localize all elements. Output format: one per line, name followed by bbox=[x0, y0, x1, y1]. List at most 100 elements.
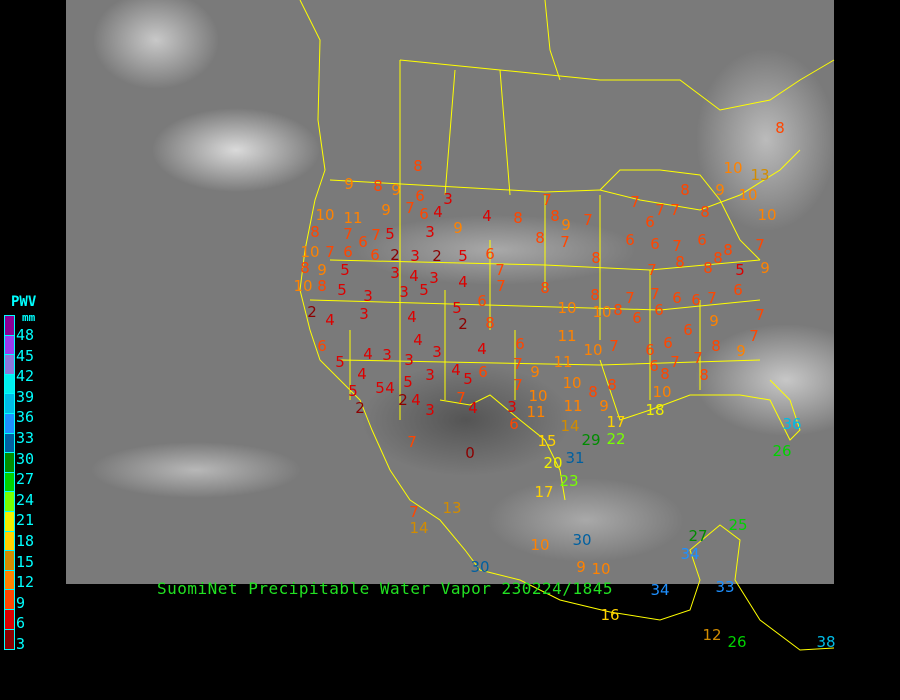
station-pwv-value: 5 bbox=[735, 261, 745, 279]
legend-swatch bbox=[5, 629, 14, 650]
legend-swatch bbox=[5, 492, 14, 512]
legend-label: 6 bbox=[16, 614, 26, 633]
station-pwv-value: 7 bbox=[672, 237, 682, 255]
station-pwv-value: 10 bbox=[293, 277, 312, 295]
legend-swatch bbox=[5, 413, 14, 434]
station-pwv-value: 20 bbox=[543, 454, 562, 472]
station-pwv-value: 9 bbox=[736, 342, 746, 360]
station-pwv-value: 7 bbox=[513, 376, 523, 394]
station-pwv-value: 7 bbox=[407, 433, 417, 451]
station-pwv-value: 7 bbox=[456, 389, 466, 407]
station-pwv-value: 3 bbox=[363, 287, 373, 305]
station-pwv-value: 8 bbox=[590, 286, 600, 304]
station-pwv-value: 31 bbox=[565, 449, 584, 467]
station-pwv-value: 11 bbox=[563, 397, 582, 415]
station-pwv-value: 8 bbox=[775, 119, 785, 137]
station-pwv-value: 2 bbox=[390, 246, 400, 264]
station-pwv-value: 22 bbox=[606, 430, 625, 448]
station-pwv-value: 6 bbox=[683, 321, 693, 339]
station-pwv-value: 8 bbox=[613, 301, 623, 319]
station-pwv-value: 8 bbox=[540, 279, 550, 297]
station-pwv-value: 7 bbox=[630, 193, 640, 211]
station-pwv-value: 8 bbox=[550, 207, 560, 225]
station-pwv-value: 8 bbox=[675, 253, 685, 271]
station-pwv-value: 3 bbox=[425, 366, 435, 384]
station-pwv-value: 7 bbox=[647, 261, 657, 279]
station-pwv-value: 2 bbox=[398, 391, 408, 409]
station-pwv-value: 18 bbox=[645, 401, 664, 419]
station-pwv-value: 34 bbox=[680, 545, 699, 563]
station-pwv-value: 8 bbox=[317, 277, 327, 295]
legend-swatch bbox=[5, 590, 14, 610]
legend-label: 45 bbox=[16, 346, 35, 365]
legend-label: 33 bbox=[16, 429, 35, 447]
station-pwv-value: 29 bbox=[581, 431, 600, 449]
station-pwv-value: 9 bbox=[760, 259, 770, 277]
legend-label: 9 bbox=[16, 593, 26, 612]
station-pwv-value: 3 bbox=[429, 269, 439, 287]
station-pwv-value: 10 bbox=[591, 560, 610, 578]
station-pwv-value: 7 bbox=[371, 226, 381, 244]
legend-label: 39 bbox=[16, 387, 35, 406]
map-title: SuomiNet Precipitable Water Vapor 230224… bbox=[157, 579, 613, 598]
station-pwv-value: 8 bbox=[591, 249, 601, 267]
station-pwv-value: 8 bbox=[310, 223, 320, 241]
station-pwv-value: 7 bbox=[655, 201, 665, 219]
station-pwv-value: 7 bbox=[755, 306, 765, 324]
station-pwv-value: 8 bbox=[660, 365, 670, 383]
legend-swatch bbox=[5, 551, 14, 571]
legend-swatch bbox=[5, 433, 14, 454]
station-pwv-value: 9 bbox=[599, 397, 609, 415]
boundary-line bbox=[299, 0, 835, 651]
station-pwv-value: 6 bbox=[697, 231, 707, 249]
station-pwv-value: 7 bbox=[343, 225, 353, 243]
station-pwv-value: 8 bbox=[711, 337, 721, 355]
station-pwv-value: 8 bbox=[513, 209, 523, 227]
station-pwv-value: 9 bbox=[381, 201, 391, 219]
station-pwv-value: 6 bbox=[415, 187, 425, 205]
satellite-image bbox=[66, 0, 834, 584]
legend-label: 30 bbox=[16, 449, 35, 468]
station-pwv-value: 7 bbox=[693, 349, 703, 367]
legend-label: 21 bbox=[16, 511, 35, 530]
legend-label: 15 bbox=[16, 552, 35, 571]
legend-label: 27 bbox=[16, 470, 35, 489]
station-pwv-value: 25 bbox=[728, 516, 747, 534]
legend-label: 3 bbox=[16, 635, 26, 653]
legend-label: 24 bbox=[16, 490, 35, 509]
legend-label: 36 bbox=[16, 408, 35, 427]
boundary-line bbox=[399, 60, 601, 340]
station-pwv-value: 13 bbox=[750, 166, 769, 184]
station-pwv-value: 4 bbox=[433, 203, 443, 221]
station-pwv-value: 7 bbox=[749, 327, 759, 345]
legend-swatch bbox=[5, 394, 14, 414]
station-pwv-value: 5 bbox=[385, 225, 395, 243]
station-pwv-value: 4 bbox=[407, 308, 417, 326]
station-pwv-value: 3 bbox=[359, 305, 369, 323]
station-pwv-value: 14 bbox=[409, 519, 428, 537]
station-pwv-value: 8 bbox=[700, 203, 710, 221]
station-pwv-value: 7 bbox=[496, 277, 506, 295]
legend-unit: mm bbox=[22, 311, 36, 324]
station-pwv-value: 6 bbox=[485, 245, 495, 263]
station-pwv-value: 3 bbox=[425, 401, 435, 419]
station-pwv-value: 2 bbox=[355, 399, 365, 417]
station-pwv-value: 7 bbox=[542, 191, 552, 209]
station-pwv-value: 10 bbox=[652, 383, 671, 401]
station-pwv-value: 5 bbox=[340, 261, 350, 279]
station-pwv-value: 6 bbox=[478, 363, 488, 381]
station-pwv-value: 3 bbox=[443, 190, 453, 208]
station-pwv-value: 6 bbox=[317, 337, 327, 355]
station-pwv-value: 6 bbox=[672, 289, 682, 307]
boundary-line bbox=[399, 59, 835, 111]
station-pwv-value: 6 bbox=[650, 235, 660, 253]
legend-swatch bbox=[5, 609, 14, 630]
station-pwv-value: 17 bbox=[606, 413, 625, 431]
legend-swatch bbox=[5, 511, 14, 532]
station-pwv-value: 6 bbox=[645, 341, 655, 359]
station-pwv-value: 10 bbox=[300, 243, 319, 261]
station-pwv-value: 7 bbox=[609, 337, 619, 355]
station-pwv-value: 11 bbox=[526, 403, 545, 421]
